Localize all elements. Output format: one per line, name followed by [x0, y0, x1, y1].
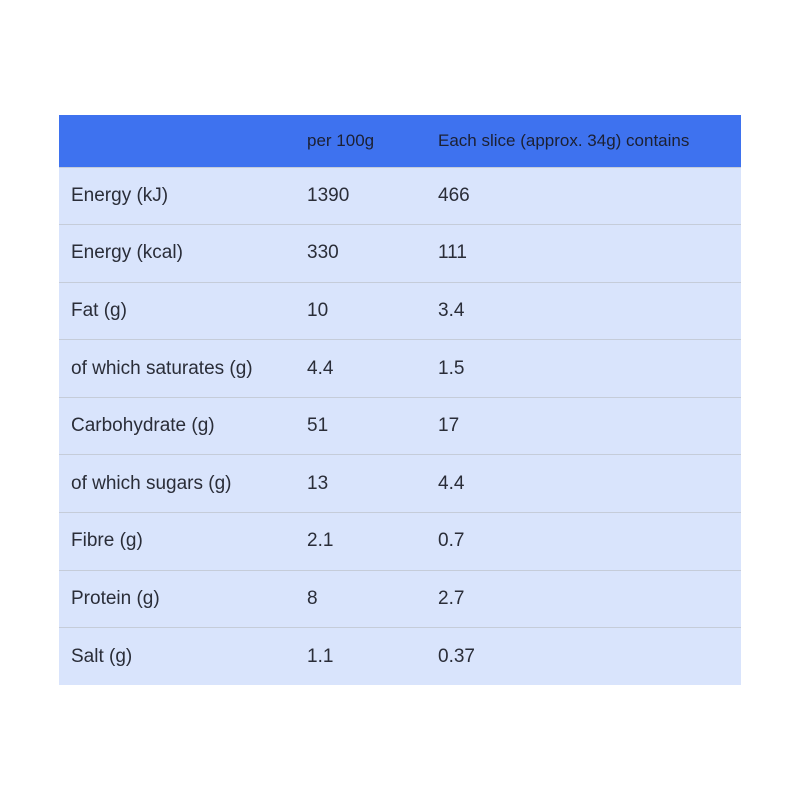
nutrient-value: 51 — [307, 415, 329, 437]
nutrient-value: 13 — [307, 472, 329, 494]
nutrient-value: 111 — [438, 242, 467, 264]
nutrient-value: 17 — [438, 415, 460, 437]
nutrient-value: 10 — [307, 299, 329, 321]
table-row: of which sugars (g) 13 4.4 — [59, 454, 741, 513]
table-row: Energy (kJ) 1390 466 — [59, 167, 741, 225]
nutrient-value: 4.4 — [438, 472, 465, 494]
nutrient-value: 330 — [307, 242, 339, 264]
table-row: Energy (kcal) 330 111 — [59, 224, 741, 283]
nutrient-name: Energy (kJ) — [71, 184, 169, 206]
nutrient-value: 466 — [438, 184, 470, 206]
table-row: Carbohydrate (g) 51 17 — [59, 397, 741, 455]
nutrient-value: 1.5 — [438, 357, 465, 379]
nutrition-table: per 100g Each slice (approx. 34g) contai… — [59, 115, 741, 686]
nutrient-value: 1.1 — [307, 645, 334, 667]
table-row: Fibre (g) 2.1 0.7 — [59, 512, 741, 571]
nutrient-value: 4.4 — [307, 357, 334, 379]
nutrient-name: Protein (g) — [71, 587, 160, 609]
header-cell: per 100g — [307, 130, 375, 150]
nutrient-value: 8 — [307, 587, 318, 609]
table-header: per 100g Each slice (approx. 34g) contai… — [59, 115, 741, 167]
nutrient-value: 2.7 — [438, 587, 465, 609]
nutrient-name: Carbohydrate (g) — [71, 415, 215, 437]
nutrient-value: 0.7 — [438, 530, 465, 552]
header-row: per 100g Each slice (approx. 34g) contai… — [59, 115, 741, 167]
nutrient-name: of which sugars (g) — [71, 472, 232, 494]
nutrient-name: Fibre (g) — [71, 530, 143, 552]
table-row: Protein (g) 8 2.7 — [59, 570, 741, 628]
header-empty-cell — [59, 115, 295, 167]
nutrient-name: Salt (g) — [71, 645, 133, 667]
table-body: Energy (kJ) 1390 466 Energy (kcal) 330 111 Fat… — [59, 167, 741, 686]
nutrient-name: of which saturates (g) — [71, 357, 253, 379]
nutrient-value: 1390 — [307, 184, 350, 206]
nutrient-value: 2.1 — [307, 530, 334, 552]
table-row: Salt (g) 1.1 0.37 — [59, 627, 741, 686]
nutrient-name: Energy (kcal) — [71, 242, 183, 264]
table-row: Fat (g) 10 3.4 — [59, 282, 741, 340]
nutrient-name: Fat (g) — [71, 299, 127, 321]
table-row: of which saturates (g) 4.4 1.5 — [59, 339, 741, 398]
nutrient-value: 3.4 — [438, 299, 465, 321]
nutrient-value: 0.37 — [438, 645, 475, 667]
header-cell: Each slice (approx. 34g) contains — [438, 130, 690, 150]
